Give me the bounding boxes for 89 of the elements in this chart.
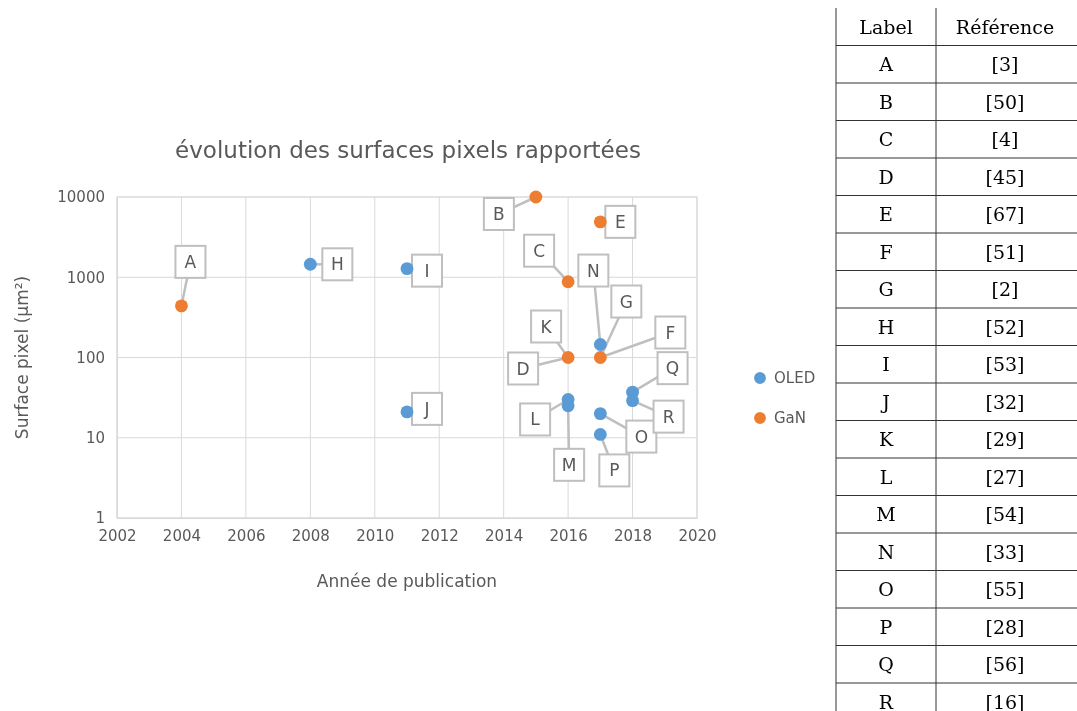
annotation: P [609, 460, 620, 481]
text: [29] [985, 428, 1025, 451]
point [561, 351, 575, 364]
annotation: O [634, 426, 649, 447]
x-tick-label: 2016 [549, 526, 588, 545]
text: P [879, 615, 893, 638]
text: C [878, 128, 894, 151]
point [593, 407, 607, 421]
legend-label: OLED [774, 369, 816, 387]
annotation: M [561, 454, 577, 475]
text: [2] [991, 278, 1019, 301]
annotation: B [493, 204, 505, 224]
text: B [879, 90, 893, 113]
text: Référence [955, 15, 1055, 38]
x-tick-label: 2002 [98, 526, 137, 545]
annotation: J [423, 398, 430, 419]
text: Q [878, 653, 894, 676]
text: [54] [985, 503, 1025, 526]
text: [51] [985, 240, 1025, 263]
annotation: H [330, 254, 344, 275]
text: [53] [985, 353, 1025, 376]
text: G [878, 278, 894, 301]
text: Label [859, 15, 913, 38]
text: [16] [985, 690, 1025, 711]
text: [32] [985, 390, 1025, 413]
text: M [876, 503, 896, 526]
text: [55] [985, 578, 1025, 601]
point [593, 338, 607, 351]
text: I [882, 353, 890, 376]
text: J [880, 390, 890, 413]
point [303, 257, 317, 271]
text: [3] [991, 53, 1019, 76]
x-tick-label: 2014 [485, 526, 524, 545]
annotation: N [586, 260, 600, 281]
text: A [878, 53, 894, 76]
text: O [878, 578, 894, 601]
annotation: K [540, 316, 553, 337]
x-tick-label: 2020 [678, 526, 717, 545]
annotation: D [516, 358, 530, 379]
point [175, 299, 188, 313]
text: F [879, 240, 893, 263]
y-tick-label: 10 [85, 429, 105, 448]
text: N [877, 540, 895, 563]
point [626, 394, 639, 408]
text: [28] [985, 615, 1025, 638]
text: [27] [985, 465, 1025, 488]
text: [45] [985, 165, 1025, 188]
x-tick-label: 2006 [227, 526, 266, 545]
point [593, 215, 607, 229]
annotation: G [619, 291, 633, 312]
text: [67] [985, 203, 1025, 226]
annotation: L [530, 409, 541, 430]
y-tick-label: 1000 [66, 268, 105, 287]
point [561, 275, 575, 289]
chart-title: évolution des surfaces pixels rapportées [175, 137, 641, 163]
annotation: A [184, 251, 197, 272]
y-tick-label: 1 [95, 509, 105, 528]
text: R [878, 690, 894, 711]
point [529, 190, 543, 204]
legend-label: GaN [774, 409, 807, 427]
annotation: R [662, 406, 675, 427]
y-tick-label: 10000 [57, 188, 105, 207]
x-tick-label: 2018 [613, 526, 653, 545]
annotation: C [533, 240, 546, 261]
x-tick-label: 2012 [420, 526, 459, 545]
text: H [877, 315, 895, 338]
annotation: Q [665, 358, 680, 379]
x-tick-label: 2004 [162, 526, 202, 545]
text: D [878, 165, 894, 188]
text: E [879, 203, 893, 226]
text: [50] [985, 90, 1025, 113]
point [593, 428, 607, 441]
text: [56] [985, 653, 1025, 676]
x-axis-title: Année de publication [316, 571, 498, 591]
point [400, 262, 414, 276]
text: K [878, 428, 894, 451]
y-tick-label: 100 [76, 348, 105, 367]
point [400, 405, 414, 419]
point [593, 351, 607, 364]
y-axis-title: Surface pixel (µm²) [12, 275, 32, 440]
text: [52] [985, 315, 1025, 338]
annotation: F [665, 322, 676, 343]
annotation: E [614, 211, 626, 232]
annotation: I [424, 260, 430, 281]
x-tick-label: 2010 [356, 526, 395, 545]
text: [33] [985, 540, 1025, 563]
text: [4] [991, 128, 1019, 151]
text: L [879, 465, 893, 488]
x-tick-label: 2008 [291, 526, 330, 545]
